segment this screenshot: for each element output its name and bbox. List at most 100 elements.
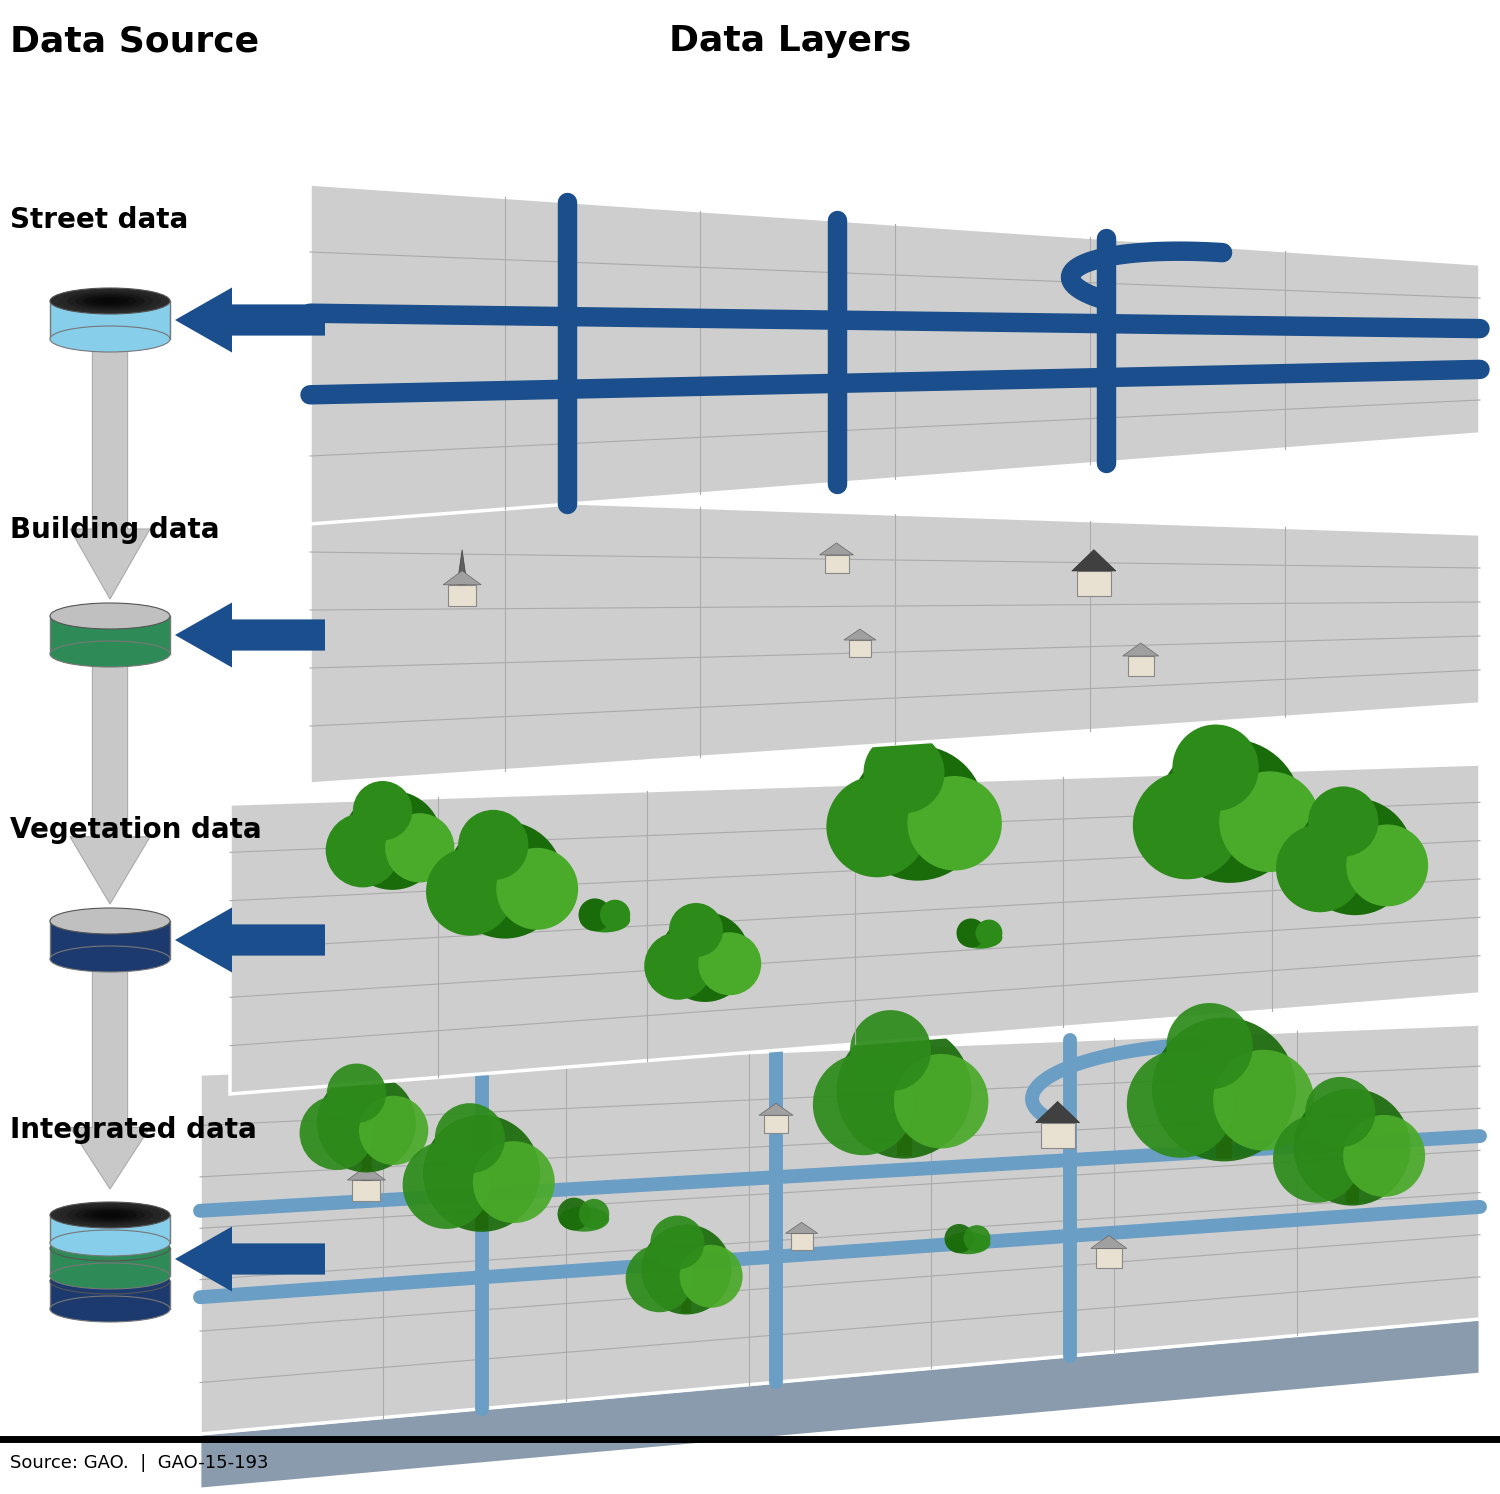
FancyBboxPatch shape [849, 639, 871, 656]
Circle shape [1276, 825, 1364, 913]
Ellipse shape [50, 1268, 170, 1294]
FancyBboxPatch shape [700, 971, 709, 1001]
Circle shape [1173, 725, 1258, 811]
Circle shape [402, 1141, 490, 1230]
Polygon shape [200, 1319, 1480, 1490]
Circle shape [1167, 1002, 1252, 1089]
Circle shape [626, 1245, 693, 1312]
Polygon shape [176, 602, 326, 668]
Circle shape [579, 898, 612, 931]
Circle shape [963, 1225, 990, 1252]
Ellipse shape [560, 1207, 609, 1231]
Polygon shape [200, 1023, 1480, 1434]
Circle shape [1126, 1050, 1234, 1158]
FancyBboxPatch shape [897, 1112, 912, 1156]
Circle shape [1132, 771, 1240, 880]
FancyBboxPatch shape [476, 1191, 488, 1230]
Circle shape [864, 732, 945, 813]
Circle shape [386, 813, 454, 883]
Polygon shape [1035, 1101, 1080, 1122]
Circle shape [579, 1198, 609, 1230]
Polygon shape [70, 970, 150, 1189]
Ellipse shape [945, 1233, 990, 1255]
Circle shape [1346, 825, 1428, 907]
Polygon shape [176, 1227, 326, 1291]
FancyBboxPatch shape [50, 300, 170, 339]
FancyBboxPatch shape [1348, 874, 1362, 913]
Polygon shape [70, 350, 150, 599]
Text: Vegetation data: Vegetation data [10, 816, 261, 844]
FancyBboxPatch shape [1041, 1122, 1074, 1149]
FancyBboxPatch shape [387, 855, 398, 889]
Ellipse shape [50, 1262, 170, 1289]
Circle shape [850, 746, 986, 880]
Circle shape [850, 1010, 932, 1091]
Circle shape [600, 899, 630, 929]
Ellipse shape [50, 1295, 170, 1322]
FancyBboxPatch shape [764, 1115, 788, 1134]
Circle shape [1214, 1050, 1314, 1150]
Circle shape [957, 919, 986, 947]
Ellipse shape [50, 1230, 170, 1256]
FancyBboxPatch shape [1077, 571, 1112, 596]
Circle shape [669, 902, 723, 958]
Circle shape [326, 813, 400, 887]
Circle shape [660, 911, 750, 1002]
Ellipse shape [50, 1236, 170, 1261]
Polygon shape [844, 629, 876, 639]
FancyBboxPatch shape [50, 1215, 170, 1243]
Ellipse shape [50, 908, 170, 934]
Circle shape [908, 775, 1002, 871]
Circle shape [352, 781, 413, 841]
Circle shape [651, 1216, 705, 1270]
Polygon shape [819, 542, 854, 554]
Circle shape [1296, 798, 1413, 916]
Circle shape [1308, 786, 1378, 856]
Circle shape [813, 1053, 913, 1155]
Ellipse shape [58, 1204, 160, 1227]
Circle shape [458, 810, 528, 880]
Polygon shape [70, 663, 150, 904]
Circle shape [327, 1064, 386, 1123]
Ellipse shape [50, 326, 170, 353]
Ellipse shape [68, 1206, 153, 1224]
Ellipse shape [82, 296, 136, 306]
Ellipse shape [99, 299, 122, 303]
Text: Street data: Street data [10, 206, 189, 235]
Text: Source: GAO.  |  GAO-15-193: Source: GAO. | GAO-15-193 [10, 1454, 268, 1472]
Circle shape [1342, 1115, 1425, 1197]
FancyBboxPatch shape [50, 1247, 170, 1276]
Ellipse shape [92, 297, 129, 305]
Circle shape [344, 790, 442, 890]
Circle shape [1293, 1089, 1410, 1206]
Polygon shape [458, 550, 466, 584]
Ellipse shape [75, 1207, 146, 1222]
Polygon shape [1122, 642, 1158, 656]
FancyBboxPatch shape [50, 920, 170, 959]
Polygon shape [176, 287, 326, 353]
Text: Building data: Building data [10, 515, 219, 544]
Circle shape [1220, 771, 1320, 872]
Ellipse shape [50, 604, 170, 629]
FancyBboxPatch shape [681, 1283, 692, 1313]
FancyBboxPatch shape [790, 1234, 813, 1250]
Circle shape [1158, 740, 1302, 883]
Polygon shape [310, 495, 1480, 784]
Polygon shape [1072, 550, 1116, 571]
Text: Integrated data: Integrated data [10, 1116, 256, 1144]
Circle shape [496, 849, 578, 929]
Circle shape [435, 1103, 506, 1173]
Polygon shape [1090, 1236, 1126, 1249]
Polygon shape [759, 1103, 794, 1115]
Polygon shape [442, 571, 482, 584]
Circle shape [316, 1074, 416, 1173]
Ellipse shape [50, 1203, 170, 1228]
Circle shape [644, 932, 711, 999]
Circle shape [642, 1225, 732, 1315]
Ellipse shape [50, 288, 170, 314]
FancyBboxPatch shape [50, 1280, 170, 1309]
Circle shape [894, 1053, 989, 1149]
Circle shape [358, 1095, 429, 1165]
Ellipse shape [75, 293, 146, 309]
Ellipse shape [99, 1213, 122, 1218]
